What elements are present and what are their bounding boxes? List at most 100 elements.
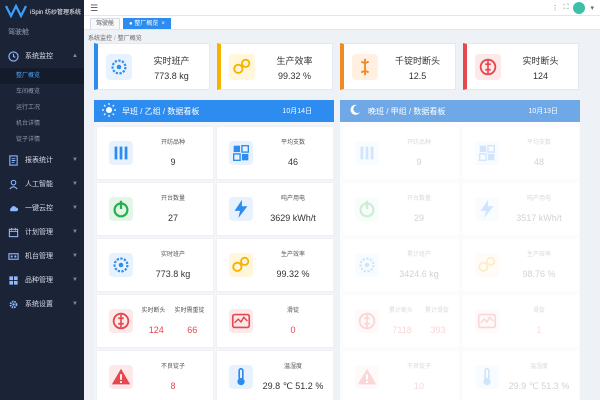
efficiency-icon [229,253,253,277]
slip-icon [475,309,499,333]
metric-cell: 开台数量 27 [96,182,214,236]
breadcrumb-root[interactable]: 系统监控 [88,36,113,42]
panel-header: 晚班 / 甲组 / 数据看板 10月13日 [340,100,580,122]
chevron-down-icon: ▼ [72,157,78,163]
tab-bar: 驾驶舱 ● 整厂概览 × [84,16,600,30]
tab-factory-overview[interactable]: ● 整厂概览 × [123,18,171,29]
variety-icon [109,141,133,165]
dashboard-panel-previous: 晚班 / 甲组 / 数据看板 10月13日 开纺品种 9 平均支数 48 开台数量 2… [340,100,580,400]
report-icon [9,154,18,166]
kpi-card: 实时断头 124 [463,43,579,90]
kpi-label: 千锭时断头 [394,56,440,66]
chevron-down-icon: ▼ [72,181,78,187]
cell-label: 平均支数 [526,140,551,146]
sidebar-group-reports[interactable]: 报表统计 ▼ [0,148,84,172]
breakage-icon [475,54,501,80]
close-icon[interactable]: × [161,21,165,27]
metric-cell: 累计班产 3424.6 kg [342,238,460,292]
metric-cell: 不良锭子 10 [342,350,460,400]
metric-cell: 平均支数 48 [462,126,580,180]
cell-label: 生产效率 [526,252,551,258]
cell-value: 46 [287,157,298,167]
cell-value: 9 [170,157,176,167]
cell-value: 124 [148,325,164,335]
chevron-down-icon[interactable]: ▾ [590,5,594,12]
sidebar-item-operating-conditions[interactable]: 运行工况 [16,105,41,111]
metric-cell: 温湿度 29.8 ℃ 51.2 % [216,350,334,400]
spindle-icon [352,54,378,80]
fullscreen-icon[interactable]: ⛶ [563,4,569,11]
sidebar-item-workshop-overview[interactable]: 车间概览 [16,89,41,95]
tab-label: 驾驶舱 [96,21,115,27]
sidebar-group-monitor[interactable]: 系统监控 ▲ [0,44,84,68]
cell-label: 累计滑锭 [424,308,449,314]
cell-value: 3517 kWh/t [516,213,562,223]
metric-cell: 生产效率 98.76 % [462,238,580,292]
cell-value: 773.8 kg [155,269,191,279]
cell-label: 实时需重锭 [174,308,205,314]
sidebar-group-machine[interactable]: 机台管理 ▼ [0,244,84,268]
machine-icon [8,252,19,260]
cell-value: 29 [413,213,424,223]
kpi-value: 124 [532,71,549,81]
chevron-up-icon: ▲ [72,53,78,59]
cell-value: 9 [416,157,422,167]
sidebar-item-factory-overview[interactable]: 整厂概览 [0,68,84,84]
efficiency-icon [229,54,255,80]
cell-values: 7118 393 [383,325,455,335]
kpi-value: 99.32 % [277,71,312,81]
menu-toggle-icon[interactable]: ☰ [90,3,99,13]
cell-value: 393 [430,325,446,335]
production-icon [109,253,133,277]
cell-value: 29.9 ℃ 51.3 % [508,381,570,391]
metric-cell: 吨产用电 3629 kWh/t [216,182,334,236]
monitor-icon [8,50,19,62]
sidebar-group-cloud[interactable]: 一键云控 ▼ [0,196,84,220]
count-icon [229,141,253,165]
sidebar-group-label: 系统监控 [25,53,53,60]
thermometer-icon [229,365,253,389]
sidebar-group-variety[interactable]: 品种管理 ▼ [0,268,84,292]
panel-header: 早班 / 乙组 / 数据看板 10月14日 [94,100,334,122]
dashboard-panel-current: 早班 / 乙组 / 数据看板 10月14日 开纺品种 9 平均支数 46 开台数量 2… [94,100,334,400]
kpi-label: 实时班产 [153,56,190,66]
panel-body: 开纺品种 9 平均支数 46 开台数量 27 吨产用电 3629 kWh/t 实时班产 7… [94,122,334,400]
avatar[interactable] [573,2,586,14]
cell-label: 累计断头 [388,308,413,314]
kpi-card: 千锭时断头 12.5 [340,43,456,90]
cell-value: 3629 kWh/t [270,213,316,223]
sidebar-group-settings[interactable]: 系统设置 ▼ [0,292,84,316]
sun-icon [102,103,116,119]
cell-label: 温湿度 [529,364,548,370]
sidebar-group-label: 机台管理 [25,253,53,260]
power-icon [109,197,133,221]
cell-value: 3424.6 kg [399,269,439,279]
cell-value: 8 [170,381,176,391]
tab-workspace[interactable]: 驾驶舱 [90,18,121,29]
metric-cell: 平均支数 46 [216,126,334,180]
slip-icon [229,309,253,333]
variety-icon [355,141,379,165]
sidebar-group-plan[interactable]: 计划管理 ▼ [0,220,84,244]
sidebar-item-workspace[interactable]: 驾驶舱 [8,29,29,36]
panel-title: 早班 / 乙组 / 数据看板 [122,106,200,116]
cell-label: 实时班产 [160,252,185,258]
cell-value: 29.8 ℃ 51.2 % [262,381,324,391]
production-icon [106,54,132,80]
cell-label: 开纺品种 [406,140,431,146]
lightning-icon [229,197,253,221]
gear-icon [9,300,18,308]
cell-value: 7118 [392,325,412,335]
moon-icon [348,103,362,119]
sidebar-item-spindle-details[interactable]: 锭子详情 [16,137,41,143]
kpi-value: 12.5 [408,71,427,81]
sidebar-item-machine-details[interactable]: 机台详情 [16,121,41,127]
breadcrumb-separator: / [114,36,116,42]
sidebar-group-ai[interactable]: 人工智能 ▼ [0,172,84,196]
chevron-down-icon: ▼ [72,253,78,259]
more-icon[interactable]: ⋮ [551,5,559,12]
metric-cell: 开台数量 29 [342,182,460,236]
breadcrumb-current: 整厂概览 [117,36,142,42]
sidebar-group-label: 系统设置 [25,301,53,308]
panel-title: 晚班 / 甲组 / 数据看板 [368,106,446,116]
